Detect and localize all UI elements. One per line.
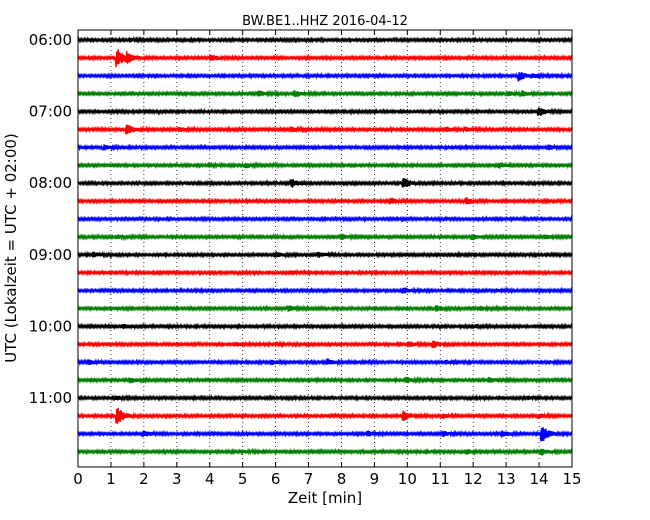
trace-0645 [77, 89, 573, 98]
x-tick-label: 13 [497, 470, 516, 488]
y-tick-label: 06:00 [29, 31, 72, 49]
trace-0900 [77, 250, 573, 260]
trace-0915 [77, 268, 573, 277]
trace-0615 [77, 49, 573, 68]
trace-0630 [77, 71, 573, 82]
trace-0700 [77, 107, 573, 117]
trace-1115 [77, 407, 573, 424]
trace-1000 [77, 322, 573, 331]
x-tick-label: 4 [205, 470, 215, 488]
trace-0600 [77, 35, 573, 45]
trace-1130 [77, 427, 573, 442]
y-axis-ticks: 06:00 07:00 08:00 09:00 10:00 11:00 [29, 31, 572, 407]
grid-lines [110, 30, 540, 467]
trace-1100 [77, 393, 573, 403]
x-tick-label: 2 [139, 470, 149, 488]
trace-0945 [77, 304, 573, 313]
x-tick-label: 0 [73, 470, 83, 488]
x-tick-label: 7 [304, 470, 314, 488]
trace-0830 [77, 214, 573, 224]
trace-1045 [77, 376, 573, 385]
trace-1030 [77, 358, 573, 367]
trace-1145 [77, 447, 573, 457]
x-tick-label: 5 [238, 470, 248, 488]
trace-0815 [77, 196, 573, 206]
y-axis-label: UTC (Lokalzeit = UTC + 02:00) [2, 133, 20, 363]
y-tick-label: 08:00 [29, 174, 72, 192]
trace-0930 [77, 286, 573, 295]
x-tick-label: 11 [431, 470, 450, 488]
plot-frame [77, 29, 573, 468]
x-tick-label: 1 [106, 470, 116, 488]
x-tick-label: 8 [337, 470, 347, 488]
seismic-traces [77, 35, 573, 457]
x-tick-label: 3 [172, 470, 182, 488]
y-tick-label: 10:00 [29, 317, 72, 335]
trace-1015 [77, 339, 573, 349]
x-tick-label: 10 [398, 470, 417, 488]
trace-0745 [77, 161, 573, 170]
x-tick-label: 14 [530, 470, 549, 488]
x-axis-ticks: 0 1 2 3 4 5 6 7 8 9 10 11 12 13 14 15 [73, 30, 582, 488]
trace-0845 [77, 232, 573, 242]
trace-0800 [77, 178, 573, 188]
x-tick-label: 6 [271, 470, 281, 488]
chart-title: BW.BE1..HHZ 2016-04-12 [242, 14, 408, 29]
x-tick-label: 15 [562, 470, 581, 488]
x-tick-label: 12 [464, 470, 483, 488]
trace-0730 [77, 143, 573, 152]
y-tick-label: 07:00 [29, 103, 72, 121]
x-axis-label: Zeit [min] [288, 489, 362, 507]
x-tick-label: 9 [370, 470, 380, 488]
y-tick-label: 11:00 [29, 389, 72, 407]
trace-0715 [77, 124, 573, 135]
y-tick-label: 09:00 [29, 246, 72, 264]
